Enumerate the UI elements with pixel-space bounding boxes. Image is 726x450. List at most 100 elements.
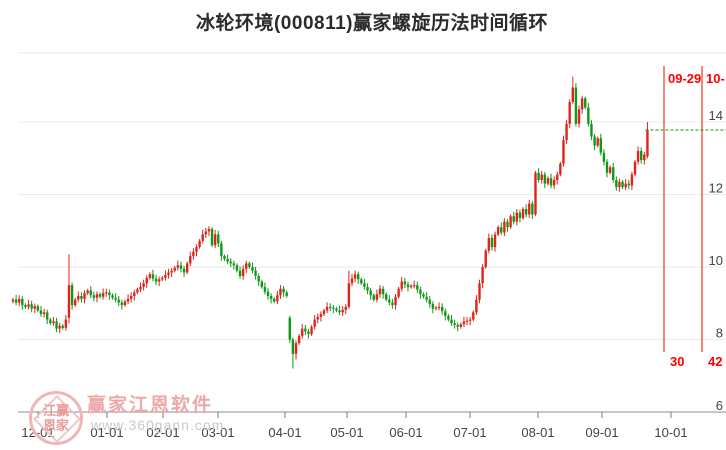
candle-body — [148, 274, 152, 278]
y-axis-label-14: 14 — [709, 108, 723, 123]
candle-body — [518, 212, 522, 219]
candle-body — [39, 310, 43, 315]
candle-body — [136, 289, 139, 293]
candle-body — [490, 238, 494, 248]
candle-body — [341, 309, 344, 313]
candle-body — [468, 319, 472, 321]
candle-body — [42, 312, 46, 315]
candle-body — [235, 265, 239, 271]
candle-body — [282, 288, 285, 293]
candle-body — [332, 307, 335, 309]
candle-body — [428, 299, 431, 304]
candle-body — [24, 305, 27, 307]
candle-body — [487, 238, 491, 251]
candle-wick — [469, 316, 471, 326]
candle-body — [531, 203, 534, 215]
candle-body — [546, 178, 550, 184]
candle-body — [307, 331, 310, 335]
candle-body — [528, 203, 531, 215]
candle-body — [64, 319, 68, 328]
candle-body — [291, 339, 295, 354]
candle-body — [412, 285, 416, 287]
candle-body — [185, 263, 189, 273]
candle-body — [506, 221, 509, 228]
candle-wick — [438, 302, 440, 311]
y-axis-label-8: 8 — [716, 326, 723, 341]
candle-body — [126, 298, 130, 302]
candle-body — [204, 231, 208, 235]
candle-body — [574, 87, 578, 124]
candle-body — [120, 302, 124, 306]
candle-body — [500, 227, 503, 233]
candle-body — [61, 325, 64, 328]
candle-body — [496, 227, 500, 235]
candle-body — [640, 151, 643, 161]
candle-body — [257, 276, 260, 282]
candle-body — [456, 325, 459, 327]
candle-body — [95, 294, 99, 298]
candle-body — [363, 283, 366, 287]
candle-body — [310, 326, 313, 335]
candle-body — [129, 296, 133, 299]
candle-body — [251, 267, 254, 271]
candle-body — [633, 161, 637, 175]
candle-body — [322, 310, 326, 315]
candle-body — [167, 272, 170, 275]
candle-body — [608, 167, 612, 173]
candle-body — [385, 294, 388, 300]
candle-body — [154, 278, 158, 282]
candle-body — [475, 299, 478, 313]
x-axis-label-02-01: 02-01 — [146, 425, 179, 440]
candle-body — [403, 281, 407, 285]
candle-body — [425, 296, 428, 300]
candle-body — [173, 267, 176, 271]
candle-body — [157, 279, 161, 282]
x-axis-label-08-01: 08-01 — [521, 425, 554, 440]
candle-body — [515, 212, 519, 222]
candle-body — [453, 323, 456, 325]
candle-body — [297, 335, 301, 344]
candle-body — [220, 243, 223, 257]
candle-wick — [413, 280, 415, 289]
candle-body — [105, 292, 108, 294]
candle-body — [142, 283, 145, 287]
y-axis-label-10: 10 — [709, 253, 723, 268]
candle-body — [285, 292, 288, 296]
candle-body — [21, 298, 24, 306]
candle-body — [444, 311, 447, 316]
candle-body — [493, 234, 497, 248]
y-axis-label-6: 6 — [716, 398, 723, 413]
candle-body — [179, 265, 183, 269]
candle-body — [524, 209, 528, 215]
candle-body — [481, 267, 484, 284]
candle-body — [11, 299, 15, 302]
candle-body — [67, 285, 71, 318]
candle-body — [145, 277, 148, 284]
candle-body — [101, 293, 105, 297]
candle-body — [422, 294, 425, 297]
candle-body — [630, 174, 634, 186]
candle-body — [397, 288, 400, 297]
candle-body — [319, 314, 323, 318]
candle-body — [279, 288, 282, 296]
cycle-date-label-2: 10- — [706, 71, 725, 86]
candle-body — [450, 319, 453, 324]
candle-body — [562, 140, 565, 164]
candle-body — [434, 307, 438, 309]
candle-body — [540, 174, 543, 180]
candle-body — [329, 306, 332, 309]
candle-body — [621, 181, 624, 188]
cycle-date-label-1: 09-29 — [668, 71, 701, 86]
candle-body — [406, 284, 410, 287]
candle-body — [58, 325, 61, 329]
candle-body — [636, 151, 640, 162]
candle-body — [294, 343, 298, 354]
candle-body — [366, 286, 369, 291]
candle-body — [590, 123, 593, 137]
x-axis-label-12-01: 12-01 — [21, 425, 54, 440]
candle-body — [245, 263, 248, 269]
candle-body — [207, 228, 211, 232]
candle-body — [108, 292, 111, 296]
